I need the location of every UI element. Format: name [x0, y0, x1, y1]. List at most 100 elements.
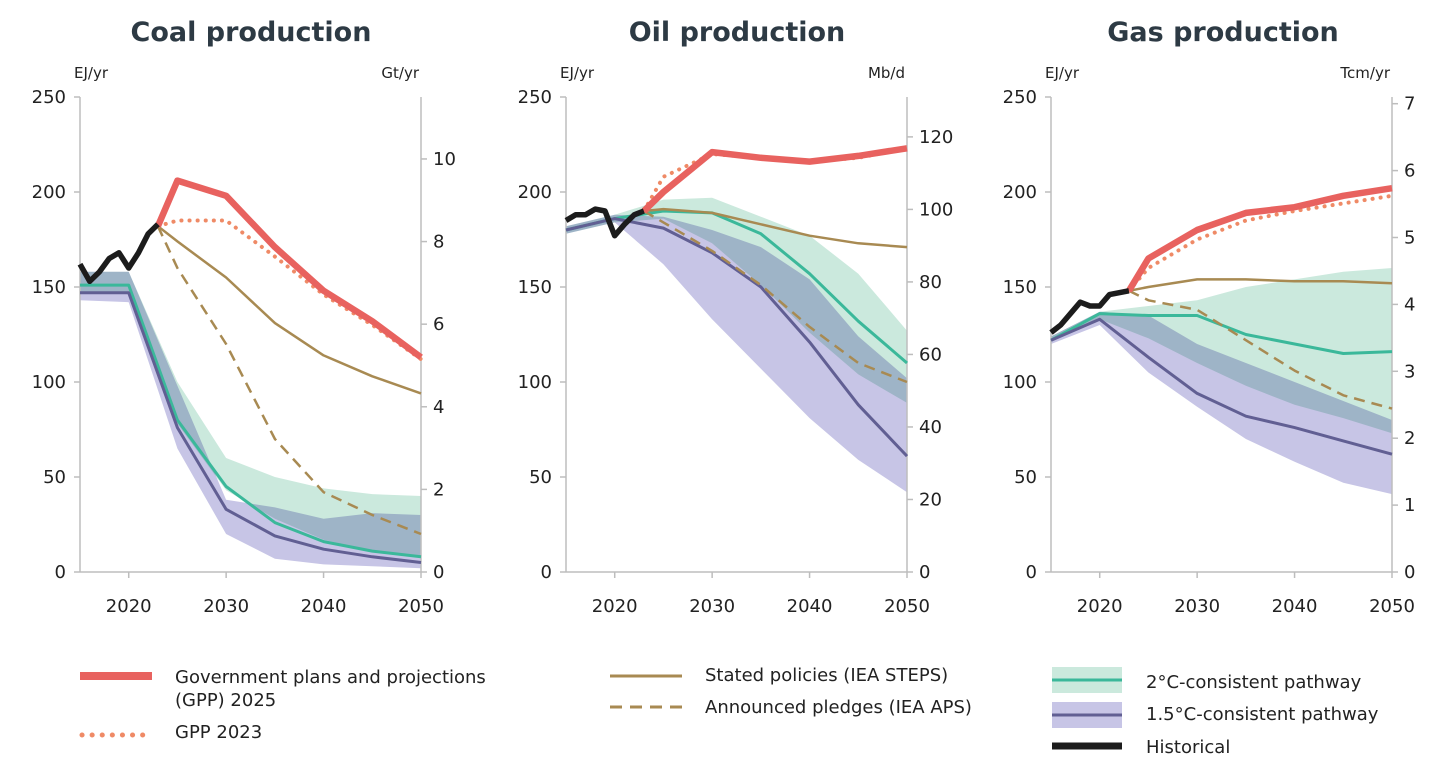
oil-series-historical [564, 206, 645, 239]
oil-series-1-5-c-consistent-pathway [565, 217, 909, 458]
oil-band-2-c-consistent-pathway [566, 197, 907, 403]
legend-item-historical: Historical [1052, 737, 1230, 758]
coal-y2tick-label: 4 [433, 397, 444, 418]
coal-series-government-plans-and-projections-gpp-2025 [154, 177, 423, 360]
oil-panel: Oil production EJ/yr Mb/d 0 50 100 150 200 250 0 2… [518, 17, 954, 617]
gas-y2tick-label: 1 [1404, 495, 1415, 516]
oil-left-unit: EJ/yr [560, 64, 595, 82]
coal-series-gpp-2023 [155, 218, 423, 362]
gas-y2tick-label: 2 [1404, 428, 1415, 449]
coal-xtick-label: 2050 [398, 596, 444, 617]
gas-right-unit: Tcm/yr [1339, 64, 1390, 82]
gas-xtick-label: 2030 [1174, 596, 1220, 617]
legend-item-aps: Announced pledges (IEA APS) [610, 697, 972, 718]
oil-xtick-label: 2050 [884, 596, 930, 617]
oil-ytick-label: 150 [518, 277, 552, 298]
oil-y2tick-label: 80 [919, 272, 942, 293]
legend-item-gpp2025: Government plans and projections (GPP) 2… [80, 667, 486, 711]
gas-y2tick-label: 3 [1404, 361, 1415, 382]
coal-y2tick-label: 2 [433, 479, 444, 500]
legend-label-c15: 1.5°C-consistent pathway [1146, 704, 1379, 725]
gas-series-gpp-2023 [1126, 193, 1394, 293]
coal-xtick-label: 2040 [301, 596, 347, 617]
coal-y2tick-label: 10 [433, 149, 456, 170]
oil-xtick-label: 2020 [592, 596, 638, 617]
oil-ytick-label: 100 [518, 372, 552, 393]
legend-label-gpp2023: GPP 2023 [175, 722, 262, 743]
oil-y2tick-label: 40 [919, 417, 942, 438]
oil-series-2-c-consistent-pathway [565, 209, 908, 365]
gas-series-government-plans-and-projections-gpp-2025 [1126, 184, 1393, 293]
gas-ytick-label: 0 [1026, 562, 1037, 583]
gas-y2tick-label: 7 [1404, 94, 1415, 115]
gas-series-historical [1049, 288, 1130, 335]
gas-band-1-5-c-consistent-pathway [1051, 311, 1392, 495]
oil-series-stated-policies-iea-steps [643, 207, 908, 249]
legend-label-aps: Announced pledges (IEA APS) [705, 697, 972, 718]
gas-left-unit: EJ/yr [1045, 64, 1080, 82]
gas-ytick-label: 250 [1003, 87, 1037, 108]
gas-ytick-label: 50 [1014, 467, 1037, 488]
coal-series-announced-pledges-iea-aps [156, 225, 422, 536]
coal-series-2-c-consistent-pathway [80, 283, 422, 559]
legend: Government plans and projections (GPP) 2… [79, 665, 1379, 758]
legend-label-historical: Historical [1146, 737, 1230, 758]
legend-item-c2: 2°C-consistent pathway [1052, 667, 1362, 693]
coal-ytick-label: 50 [43, 467, 66, 488]
oil-ytick-label: 0 [541, 562, 552, 583]
coal-y2tick-label: 6 [433, 314, 444, 335]
coal-ytick-label: 0 [55, 562, 66, 583]
oil-series-government-plans-and-projections-gpp-2025 [641, 145, 908, 214]
coal-ytick-label: 250 [32, 87, 66, 108]
oil-xtick-label: 2040 [787, 596, 833, 617]
gas-ytick-label: 200 [1003, 182, 1037, 203]
coal-xtick-label: 2030 [203, 596, 249, 617]
gas-xtick-label: 2020 [1077, 596, 1123, 617]
oil-ytick-label: 50 [529, 467, 552, 488]
gas-ytick-label: 150 [1003, 277, 1037, 298]
gas-xtick-label: 2050 [1369, 596, 1415, 617]
coal-chart-title: Coal production [131, 17, 372, 48]
gas-y2tick-label: 5 [1404, 227, 1415, 248]
coal-series-stated-policies-iea-steps [157, 225, 422, 395]
coal-xtick-label: 2020 [106, 596, 152, 617]
legend-item-steps: Stated policies (IEA STEPS) [610, 665, 948, 686]
oil-y2tick-label: 120 [919, 127, 953, 148]
coal-y2tick-label: 8 [433, 232, 444, 253]
coal-series-1-5-c-consistent-pathway [80, 291, 422, 564]
coal-series-historical [77, 222, 160, 285]
oil-y2tick-label: 100 [919, 199, 953, 220]
legend-item-c15: 1.5°C-consistent pathway [1052, 702, 1379, 728]
legend-label-gpp2025-line1: Government plans and projections [175, 667, 486, 688]
legend-label-c2: 2°C-consistent pathway [1146, 672, 1362, 693]
oil-right-unit: Mb/d [868, 64, 905, 82]
gas-y2tick-label: 0 [1404, 562, 1415, 583]
coal-ytick-label: 200 [32, 182, 66, 203]
gas-chart-title: Gas production [1107, 17, 1339, 48]
coal-ytick-label: 100 [32, 372, 66, 393]
oil-series-gpp-2023 [641, 146, 909, 213]
gas-series-announced-pledges-iea-aps [1128, 289, 1393, 410]
gas-series-1-5-c-consistent-pathway [1050, 317, 1393, 456]
gas-series-stated-policies-iea-steps [1128, 278, 1393, 293]
oil-ytick-label: 250 [518, 87, 552, 108]
legend-item-gpp2023: GPP 2023 [79, 722, 262, 743]
coal-y2tick-label: 0 [433, 562, 444, 583]
oil-y2tick-label: 0 [919, 562, 930, 583]
oil-ytick-label: 200 [518, 182, 552, 203]
oil-y2tick-label: 20 [919, 489, 942, 510]
oil-series-announced-pledges-iea-aps [643, 209, 908, 384]
gas-y2tick-label: 6 [1404, 161, 1415, 182]
oil-xtick-label: 2030 [689, 596, 735, 617]
legend-label-gpp2025-line2: (GPP) 2025 [175, 690, 276, 711]
gas-xtick-label: 2040 [1272, 596, 1318, 617]
coal-band-1-5-c-consistent-pathway [80, 271, 421, 569]
oil-chart-title: Oil production [629, 17, 846, 48]
legend-label-steps: Stated policies (IEA STEPS) [705, 665, 948, 686]
oil-band-1-5-c-consistent-pathway [566, 214, 907, 493]
coal-ytick-label: 150 [32, 277, 66, 298]
